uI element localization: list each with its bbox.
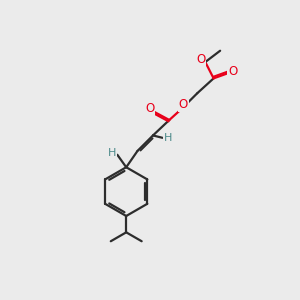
Text: O: O <box>146 102 154 115</box>
Text: H: H <box>108 148 117 158</box>
Text: H: H <box>164 133 172 143</box>
Text: O: O <box>179 98 188 111</box>
Text: O: O <box>228 65 237 78</box>
Text: O: O <box>196 52 206 66</box>
